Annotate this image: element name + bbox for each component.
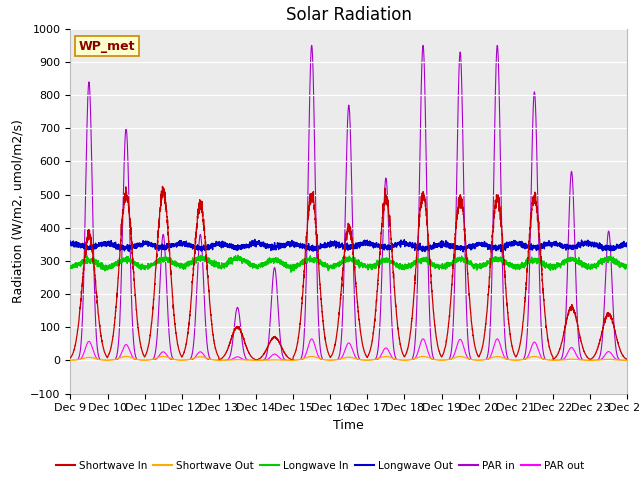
- Legend: Shortwave In, Shortwave Out, Longwave In, Longwave Out, PAR in, PAR out: Shortwave In, Shortwave Out, Longwave In…: [52, 456, 588, 475]
- Y-axis label: Radiation (W/m2, umol/m2/s): Radiation (W/m2, umol/m2/s): [12, 119, 25, 303]
- Text: WP_met: WP_met: [79, 40, 135, 53]
- X-axis label: Time: Time: [333, 419, 364, 432]
- Title: Solar Radiation: Solar Radiation: [286, 6, 412, 24]
